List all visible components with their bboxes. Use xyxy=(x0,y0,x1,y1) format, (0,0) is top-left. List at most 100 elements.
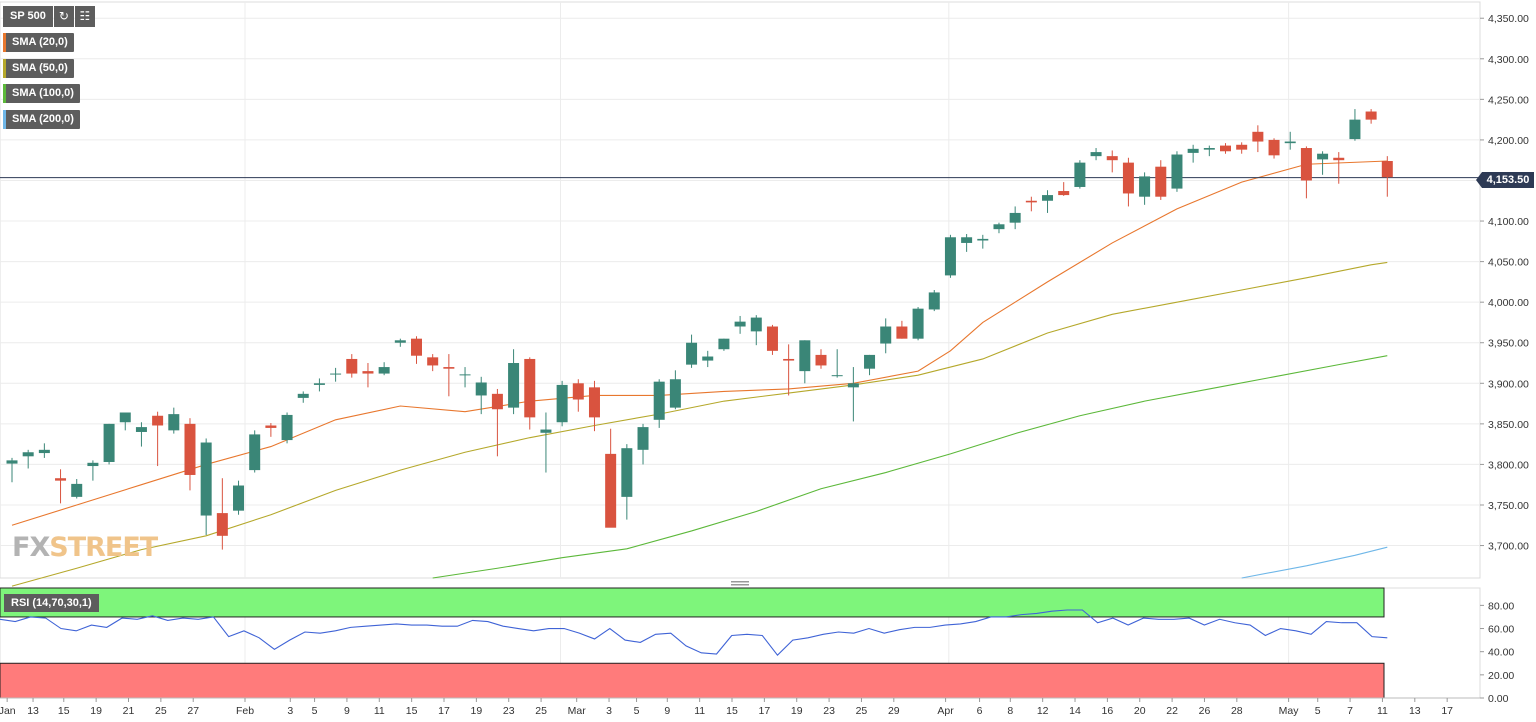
x-tick-label: 11 xyxy=(694,705,705,717)
y-tick-label: 4,350.00 xyxy=(1488,13,1529,25)
candle xyxy=(1171,151,1183,192)
price-panel xyxy=(0,1,1481,579)
candle-body xyxy=(1090,152,1102,157)
candle xyxy=(411,336,422,364)
candle xyxy=(491,388,503,457)
candle xyxy=(669,370,681,410)
candles xyxy=(6,109,1393,550)
candle-body xyxy=(38,449,50,454)
x-tick-label: 28 xyxy=(1231,705,1243,717)
x-tick-label: 3 xyxy=(287,705,293,717)
candle-body xyxy=(1155,166,1167,197)
indicator-label: SMA (100,0) xyxy=(12,87,74,99)
indicator-label: SMA (50,0) xyxy=(12,62,68,74)
calendar-icon[interactable]: ☷ xyxy=(74,6,95,27)
candle xyxy=(22,449,34,469)
candle-body xyxy=(831,375,843,377)
rsi-y-tick-label: 80.00 xyxy=(1488,600,1514,612)
indicator-tag-sma200[interactable]: SMA (200,0) xyxy=(3,110,80,129)
candle xyxy=(556,380,568,427)
x-tick-label: 27 xyxy=(187,705,199,717)
overbought-zone xyxy=(0,587,1385,618)
logo-part-street: STREET xyxy=(49,532,158,563)
candle-body xyxy=(847,383,859,388)
candle xyxy=(961,234,973,252)
x-tick-label: 14 xyxy=(1069,705,1081,717)
x-tick-label: Feb xyxy=(236,705,254,717)
symbol-toolbar: SP 500 ↻ ☷ xyxy=(3,6,95,27)
candle-body xyxy=(443,367,455,369)
resize-handle xyxy=(731,581,749,583)
last-price-badge: 4,153.50 xyxy=(1476,172,1534,188)
candle-body xyxy=(928,292,940,310)
sma-line xyxy=(432,355,1388,579)
candle xyxy=(1155,160,1167,200)
x-tick-label: 5 xyxy=(634,705,640,717)
candle-body xyxy=(427,357,439,366)
candle xyxy=(55,469,67,504)
candle xyxy=(1349,109,1361,141)
candle xyxy=(944,234,956,278)
candle-body xyxy=(1333,157,1345,161)
indicator-tag-sma50[interactable]: SMA (50,0) xyxy=(3,59,74,78)
candle-body xyxy=(168,414,180,431)
x-tick-label: May xyxy=(1279,705,1300,717)
candle-body xyxy=(1042,195,1054,201)
y-tick-label: 3,750.00 xyxy=(1488,500,1529,512)
candle-body xyxy=(152,415,164,426)
candle-body xyxy=(87,462,99,467)
candle-body xyxy=(508,363,520,408)
x-tick-label: 20 xyxy=(1134,705,1146,717)
candle-body xyxy=(815,354,827,366)
candle-body xyxy=(313,383,325,385)
x-tick-label: 19 xyxy=(471,705,483,717)
candle-body xyxy=(233,485,245,511)
rsi-panel xyxy=(0,587,1388,699)
candle-body xyxy=(1058,191,1070,196)
x-tick-label: 23 xyxy=(503,705,515,717)
candle xyxy=(864,354,876,376)
candle xyxy=(605,428,617,528)
candle-body xyxy=(297,393,309,398)
candle-body xyxy=(1268,139,1280,156)
rsi-indicator-tag[interactable]: RSI (14,70,30,1) xyxy=(4,594,99,612)
y-tick-label: 4,050.00 xyxy=(1488,257,1529,269)
candle-body xyxy=(605,453,617,528)
x-tick-label: 5 xyxy=(312,705,318,717)
candle xyxy=(6,457,18,483)
candle-body xyxy=(249,434,261,471)
indicator-tag-sma100[interactable]: SMA (100,0) xyxy=(3,84,80,103)
candle xyxy=(1058,182,1070,196)
candle-body xyxy=(346,358,358,374)
x-tick-label: 25 xyxy=(155,705,167,717)
candle xyxy=(831,349,843,378)
candle xyxy=(621,444,633,520)
candle xyxy=(1333,152,1345,184)
candle-body xyxy=(524,358,536,418)
x-tick-label: 9 xyxy=(664,705,670,717)
candle xyxy=(184,418,196,491)
candle xyxy=(1139,172,1151,205)
symbol-label[interactable]: SP 500 xyxy=(3,6,53,27)
candle-body xyxy=(475,382,487,396)
x-tick-label: 19 xyxy=(791,705,803,717)
candle xyxy=(1122,157,1134,207)
rsi-y-tick-label: 40.00 xyxy=(1488,647,1514,659)
x-tick-label: 23 xyxy=(823,705,835,717)
candle-body xyxy=(1203,148,1215,150)
candle-body xyxy=(411,338,422,356)
indicator-tag-sma20[interactable]: SMA (20,0) xyxy=(3,33,74,52)
candle-body xyxy=(281,414,293,441)
refresh-icon[interactable]: ↻ xyxy=(53,6,74,27)
x-tick-label: 5 xyxy=(1315,705,1321,717)
candle xyxy=(847,367,859,422)
candle-body xyxy=(265,425,277,428)
candle-body xyxy=(1074,162,1086,187)
candle xyxy=(249,430,261,473)
sma200-swatch xyxy=(3,110,6,129)
candle-body xyxy=(799,340,811,372)
candle-body xyxy=(330,373,342,375)
candle-body xyxy=(621,448,633,497)
candle-body xyxy=(637,427,649,450)
